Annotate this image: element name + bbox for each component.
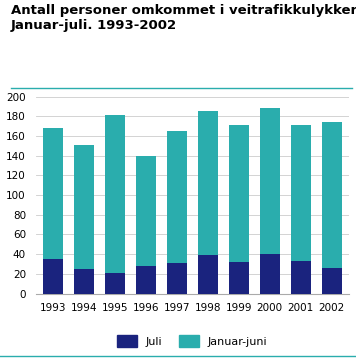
- Legend: Juli, Januar-juni: Juli, Januar-juni: [117, 335, 268, 347]
- Bar: [198, 111, 218, 255]
- Bar: [167, 131, 187, 263]
- Bar: [291, 125, 311, 261]
- Bar: [260, 108, 280, 254]
- Text: Antall personer omkommet i veitrafikkulykker.
Januar-juli. 1993-2002: Antall personer omkommet i veitrafikkuly…: [11, 4, 356, 32]
- Bar: [74, 145, 94, 269]
- Bar: [136, 266, 156, 294]
- Bar: [229, 125, 249, 262]
- Bar: [229, 262, 249, 294]
- Bar: [198, 255, 218, 294]
- Bar: [322, 268, 342, 294]
- Bar: [43, 128, 63, 259]
- Bar: [260, 254, 280, 294]
- Bar: [43, 259, 63, 294]
- Bar: [105, 273, 125, 294]
- Bar: [322, 122, 342, 268]
- Bar: [291, 261, 311, 294]
- Bar: [105, 115, 125, 273]
- Bar: [167, 263, 187, 294]
- Bar: [74, 269, 94, 294]
- Bar: [136, 156, 156, 266]
